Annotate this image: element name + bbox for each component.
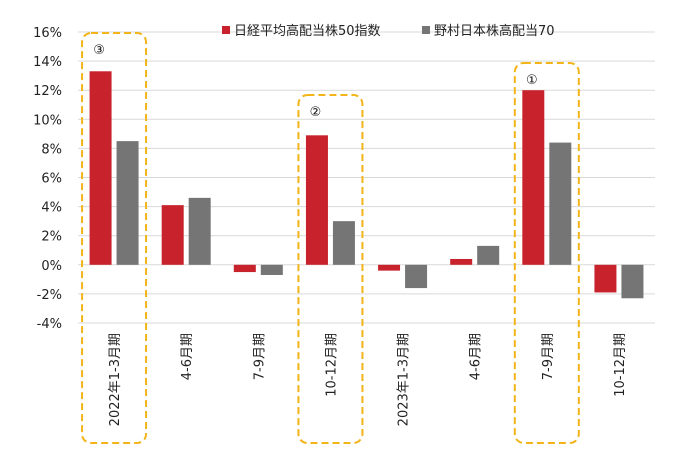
x-tick-label: 4-6月期 [180, 333, 195, 380]
bar-series2 [405, 264, 428, 289]
highlight-box [513, 62, 580, 444]
bar-series2 [188, 197, 211, 265]
bar-series1 [378, 264, 401, 271]
y-tick-label: 10% [33, 113, 62, 128]
y-tick-label: 2% [41, 230, 62, 245]
highlight-marker: ② [310, 105, 322, 120]
x-tick-label: 2023年1-3月期 [397, 333, 412, 426]
x-tick-label: 4-6月期 [469, 333, 484, 380]
bar-series2 [116, 141, 139, 265]
bar-series1 [450, 258, 473, 265]
y-axis: 16% 14% 12% 10% 8% 6% 4% 2% 0% -2% -4% [33, 26, 62, 332]
legend-label: 野村日本株高配当70 [434, 23, 555, 39]
bar-series2 [549, 142, 572, 265]
legend-swatch [422, 26, 430, 34]
x-tick-label: 10-12月期 [613, 333, 628, 397]
bars [89, 71, 644, 299]
bar-series1 [233, 264, 256, 273]
legend-label: 日経平均高配当株50指数 [234, 23, 381, 39]
y-tick-label: -4% [37, 317, 62, 332]
bar-series2 [260, 264, 283, 275]
highlights: ③ ② ① [81, 32, 580, 444]
y-tick-label: -2% [37, 288, 62, 303]
bar-series1 [89, 71, 112, 265]
highlight-box [81, 32, 148, 444]
x-tick-label: 7-9月期 [541, 333, 556, 380]
y-tick-label: 12% [33, 84, 62, 99]
x-axis: 2022年1-3月期 4-6月期 7-9月期 10-12月期 2023年1-3月期 4-6… [108, 333, 628, 426]
bar-series2 [621, 264, 644, 299]
highlight-marker: ① [526, 73, 538, 88]
bar-series1 [305, 135, 328, 265]
bar-series2 [332, 221, 355, 265]
highlight-marker: ③ [93, 43, 105, 58]
bar-series1 [161, 205, 184, 265]
y-tick-label: 4% [41, 201, 62, 216]
y-tick-label: 6% [41, 172, 62, 187]
x-tick-label: 7-9月期 [252, 333, 267, 380]
y-tick-label: 8% [41, 142, 62, 157]
legend: 日経平均高配当株50指数 野村日本株高配当70 [222, 23, 555, 39]
bar-series1 [594, 264, 617, 293]
legend-swatch [222, 26, 230, 34]
y-tick-label: 16% [33, 26, 62, 41]
x-tick-label: 10-12月期 [324, 333, 339, 397]
bar-series2 [477, 245, 500, 265]
y-tick-label: 14% [33, 55, 62, 70]
x-tick-label: 2022年1-3月期 [108, 333, 123, 426]
y-tick-label: 0% [41, 259, 62, 274]
bar-series1 [522, 90, 545, 265]
highlight-box [297, 94, 364, 444]
